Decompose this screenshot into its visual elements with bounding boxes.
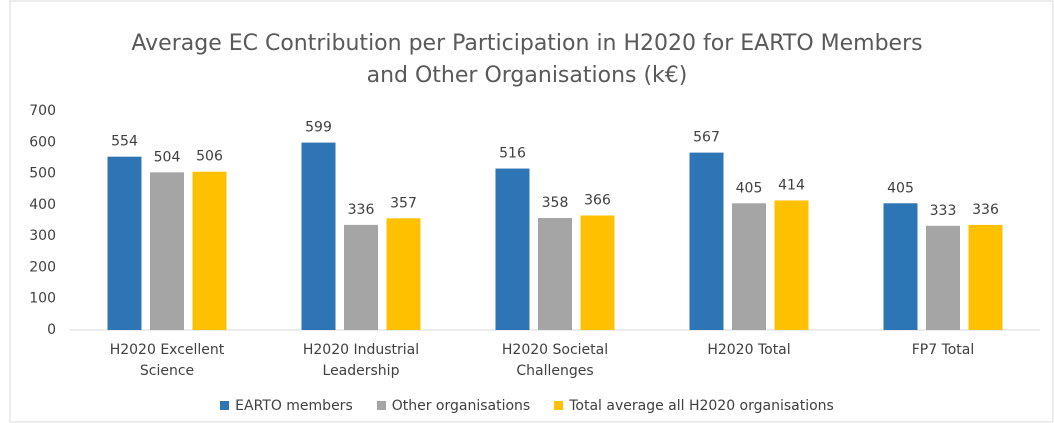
data-label: 554 xyxy=(111,134,138,150)
y-tick-label: 200 xyxy=(29,259,56,275)
x-tick-label: FP7 Total xyxy=(911,342,975,358)
data-label: 567 xyxy=(693,130,720,146)
x-tick-label: H2020 Excellent Science xyxy=(109,342,225,379)
data-label: 516 xyxy=(499,146,526,162)
data-label: 405 xyxy=(736,180,763,196)
y-tick-label: 500 xyxy=(29,166,56,182)
data-label: 333 xyxy=(930,203,957,219)
data-label: 504 xyxy=(154,149,181,165)
bar xyxy=(580,215,615,330)
data-label: 358 xyxy=(542,195,569,211)
bar xyxy=(689,152,724,330)
legend-swatch xyxy=(376,401,386,410)
y-tick-label: 0 xyxy=(47,322,56,338)
legend-label: Total average all H2020 organisations xyxy=(569,398,834,414)
y-tick-label: 300 xyxy=(29,228,56,244)
bar xyxy=(107,156,142,330)
y-tick-label: 700 xyxy=(29,103,56,119)
x-tick-label: H2020 Total xyxy=(707,342,791,358)
y-tick-label: 400 xyxy=(29,197,56,213)
legend-swatch xyxy=(554,401,564,410)
y-tick-label: 100 xyxy=(29,291,56,307)
x-tick-label: H2020 Societal Challenges xyxy=(501,342,609,379)
data-label: 414 xyxy=(778,177,805,193)
data-label: 366 xyxy=(584,192,611,208)
bar xyxy=(732,203,766,330)
data-label: 506 xyxy=(196,149,223,165)
y-tick-label: 600 xyxy=(29,134,56,150)
legend-item: Total average all H2020 organisations xyxy=(554,398,834,414)
legend-label: Other organisations xyxy=(391,398,531,414)
bar xyxy=(150,172,184,330)
bar xyxy=(774,200,809,330)
bar xyxy=(386,218,421,330)
bar xyxy=(495,168,530,330)
bar xyxy=(192,171,227,330)
legend-item: EARTO members xyxy=(220,398,353,414)
data-label: 405 xyxy=(887,180,914,196)
bar xyxy=(926,225,960,330)
legend-item: Other organisations xyxy=(376,398,531,414)
chart-title: Average EC Contribution per Participatio… xyxy=(131,31,923,88)
legend: EARTO members Other organisations Total av… xyxy=(0,398,1054,414)
bar xyxy=(883,203,918,330)
bar xyxy=(301,142,336,330)
bar xyxy=(344,224,378,330)
bar xyxy=(968,224,1003,330)
x-tick-label: H2020 Industrial Leadership xyxy=(302,342,420,379)
data-label: 599 xyxy=(305,120,332,136)
chart-border xyxy=(9,0,1054,423)
data-label: 357 xyxy=(390,195,417,211)
legend-swatch xyxy=(220,401,230,410)
data-label: 336 xyxy=(348,202,375,218)
data-label: 336 xyxy=(972,202,999,218)
bar xyxy=(538,217,572,330)
legend-label: EARTO members xyxy=(235,398,353,414)
